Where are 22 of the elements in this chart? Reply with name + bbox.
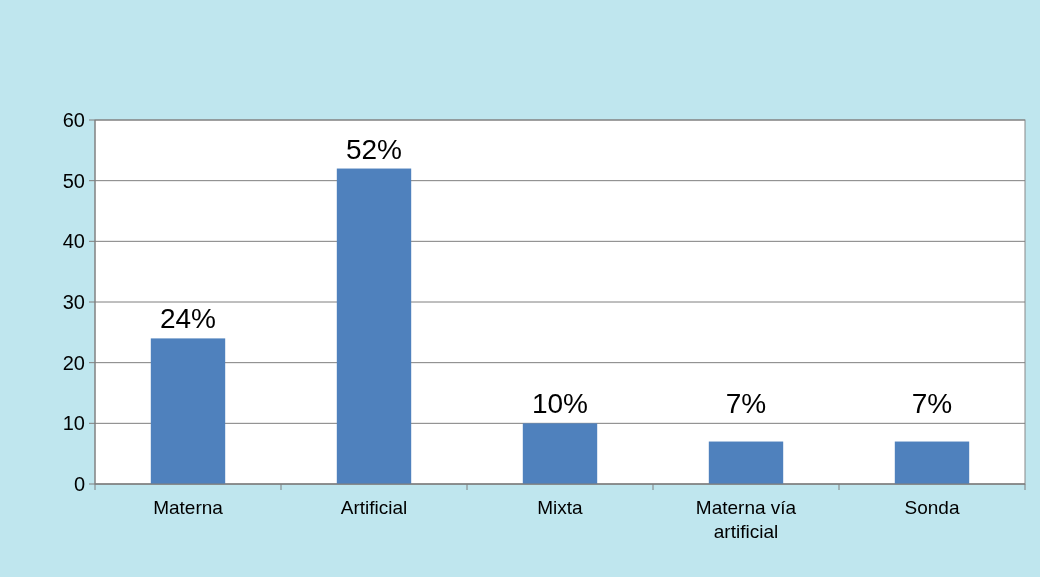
- data-label: 7%: [725, 388, 767, 420]
- y-tick-label: 0: [73, 473, 85, 495]
- x-tick-label: Materna: [153, 497, 224, 518]
- data-label: 24%: [159, 303, 217, 335]
- data-label: 7%: [911, 388, 953, 420]
- bar: [708, 441, 784, 484]
- x-tick-label: Mixta: [537, 497, 584, 518]
- y-tick-label: 30: [62, 291, 85, 313]
- bar: [522, 423, 598, 484]
- x-tick-label: Artificial: [340, 497, 408, 518]
- y-tick-label: 10: [62, 412, 85, 435]
- data-label: 10%: [531, 388, 589, 420]
- y-tick-label: 50: [62, 169, 85, 192]
- bar: [150, 338, 226, 484]
- x-tick-label: Sonda: [904, 497, 960, 518]
- y-tick-label: 20: [62, 351, 85, 374]
- y-tick-label: 60: [62, 109, 85, 131]
- x-tick-label: Materna vía artificial: [695, 497, 797, 542]
- bar: [894, 441, 970, 484]
- data-label: 52%: [345, 133, 403, 165]
- y-tick-label: 40: [62, 230, 85, 253]
- bar: [336, 168, 412, 484]
